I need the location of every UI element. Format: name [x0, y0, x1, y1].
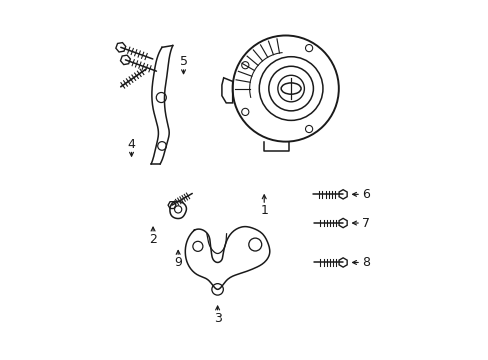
- Text: 2: 2: [149, 233, 157, 246]
- Text: 7: 7: [362, 216, 370, 230]
- Text: 5: 5: [179, 55, 187, 68]
- Text: 3: 3: [213, 311, 221, 325]
- Text: 8: 8: [362, 256, 370, 269]
- Text: 4: 4: [127, 138, 135, 150]
- Text: 1: 1: [260, 204, 267, 217]
- Text: 6: 6: [362, 188, 369, 201]
- Text: 9: 9: [174, 256, 182, 269]
